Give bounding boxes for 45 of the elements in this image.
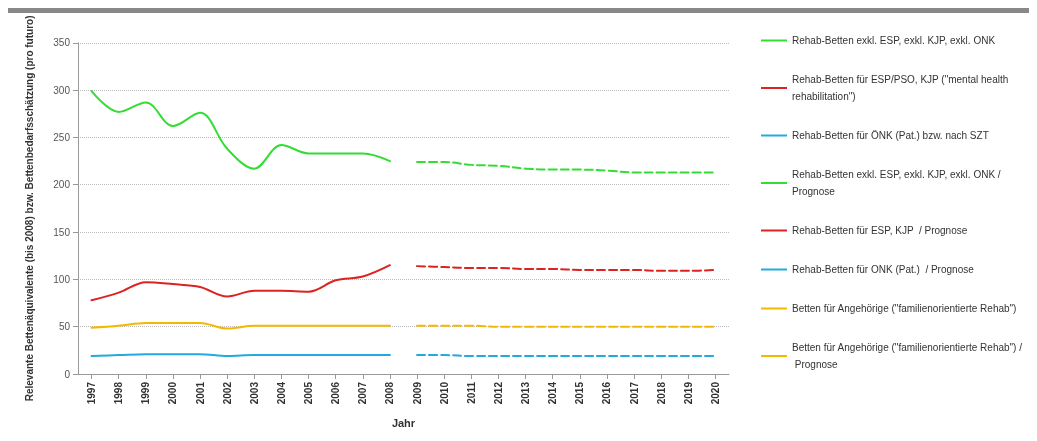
legend-label: Betten für Angehörige ("familienorientierte Rehab") / Prognose [792,342,1023,370]
y-axis-title: Relevante Bettenäquivalente (bis 2008) bzw. Bettenbedarfsschätzung (pro futuro) [24,15,35,402]
x-tick-label: 2017 [628,381,640,405]
x-tick-label: 2018 [655,381,667,405]
legend-label: Rehab-Betten für ESP/PSO, KJP ("mental health rehabilitation") [792,74,1012,102]
legend-label: Rehab-Betten für ONK (Pat.) / Prognose [792,264,975,275]
x-tick-label: 2000 [167,381,179,405]
x-axis-title: Jahr [391,416,416,429]
x-tick-label: 2012 [492,381,504,405]
x-tick-label: 2009 [411,381,423,405]
y-tick-label: 150 [53,226,71,238]
y-tick-label: 350 [53,37,71,49]
legend-label: Rehab-Betten exkl. ESP, exkl. KJP, exkl. ONK / Prognose [792,169,1004,197]
x-tick-label: 2015 [574,381,586,405]
x-tick-label: 1998 [113,381,125,405]
x-tick-label: 2010 [438,381,450,405]
legend-label: Betten für Angehörige ("familienorientierte Rehab") [792,303,1017,314]
legend-label: Rehab-Betten für ÖNK (Pat.) bzw. nach SZT [792,130,989,141]
line-series [90,264,391,302]
x-tick-label: 2001 [194,381,206,405]
line-series [416,161,717,174]
x-tick-label: 1999 [140,381,152,405]
x-tick-label: 2008 [384,381,396,405]
x-tick-label: 2013 [520,381,532,405]
x-tick-label: 2003 [248,381,260,405]
y-tick-label: 200 [53,179,71,191]
x-tick-label: 2014 [547,381,559,405]
x-tick-label: 2020 [709,381,721,405]
x-tick-label: 2007 [357,381,369,405]
legend-label: Rehab-Betten exkl. ESP, exkl. KJP, exkl. ONK [792,35,996,46]
x-tick-label: 2006 [330,381,342,405]
x-tick-label: 1997 [86,381,98,405]
y-tick-label: 300 [53,84,71,96]
x-tick-label: 2002 [221,381,233,405]
y-tick-label: 100 [53,273,71,285]
y-tick-label: 0 [64,368,71,380]
x-tick-label: 2011 [465,381,477,404]
x-tick-label: 2016 [601,381,613,405]
x-tick-label: 2005 [303,381,315,405]
x-tick-label: 2004 [275,381,287,405]
y-tick-label: 50 [58,321,71,333]
x-tick-label: 2019 [682,381,694,405]
y-tick-label: 250 [53,131,71,143]
legend-label: Rehab-Betten für ESP, KJP / Prognose [792,225,968,236]
line-series [90,90,391,170]
